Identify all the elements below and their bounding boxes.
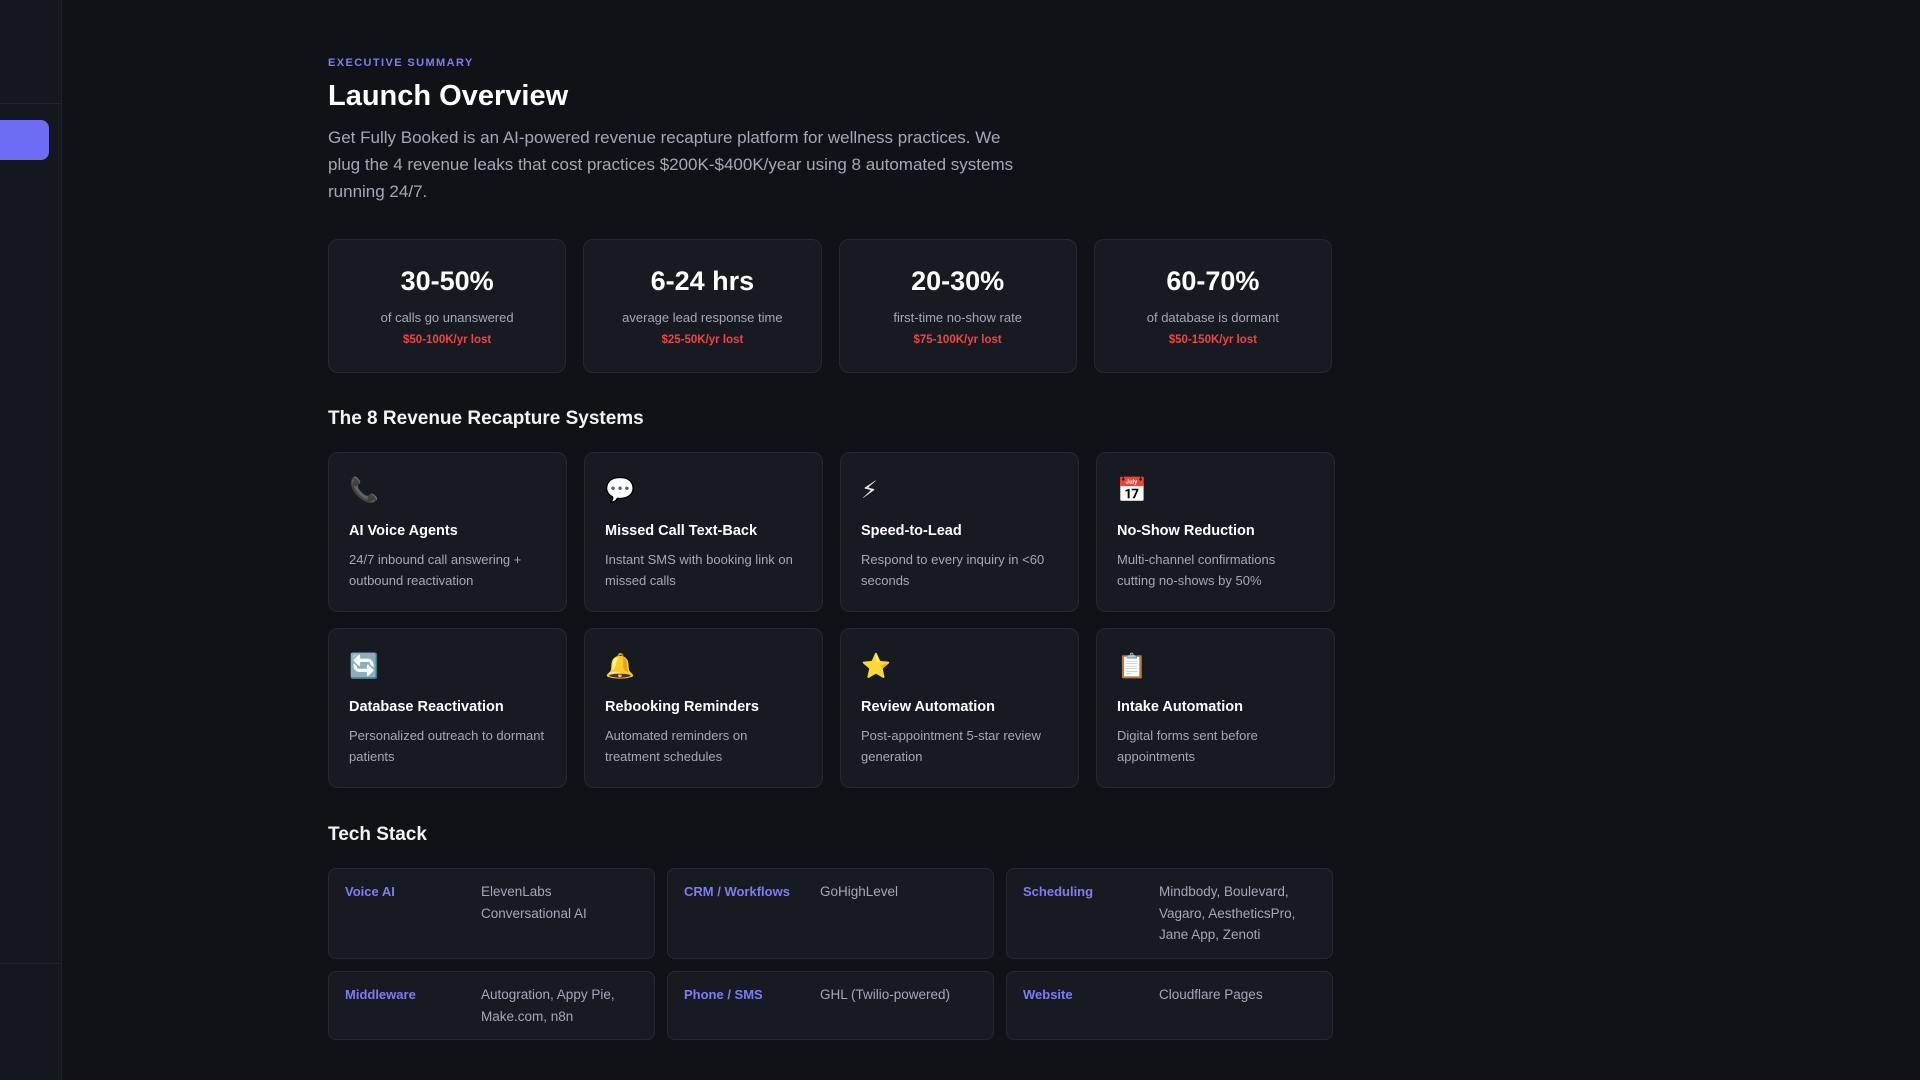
system-card: 📞 AI Voice Agents 24/7 inbound call answ… [328, 452, 567, 612]
tech-card: Website Cloudflare Pages [1006, 971, 1333, 1040]
star-icon: ⭐ [861, 653, 891, 680]
system-description: Instant SMS with booking link on missed … [605, 552, 793, 588]
stat-value: 20-30% [911, 266, 1005, 296]
stat-card: 20-30% first-time no-show rate $75-100K/… [838, 239, 1077, 373]
stat-loss: $50-150K/yr lost [1168, 334, 1257, 346]
stat-label: first-time no-show rate [893, 310, 1022, 325]
tech-value: Mindbody, Boulevard, Vagaro, AestheticsP… [1159, 884, 1296, 942]
tech-card: CRM / Workflows GoHighLevel [667, 868, 994, 959]
refresh-icon: 🔄 [349, 653, 379, 680]
stat-value: 30-50% [400, 266, 494, 296]
page-title: Launch Overview [328, 80, 569, 112]
tech-value: Autogration, Appy Pie, Make.com, n8n [481, 987, 615, 1024]
tech-card: Scheduling Mindbody, Boulevard, Vagaro, … [1006, 868, 1333, 959]
tech-card: Voice AI ElevenLabs Conversational AI [328, 868, 655, 959]
system-description: Digital forms sent before appointments [1117, 728, 1258, 764]
tech-card: Phone / SMS GHL (Twilio-powered) [667, 971, 994, 1040]
stat-card: 30-50% of calls go unanswered $50-100K/y… [328, 239, 567, 373]
stats-row: 30-50% of calls go unanswered $50-100K/y… [328, 239, 1332, 373]
sidebar-divider [0, 963, 61, 964]
tech-stack-grid: Voice AI ElevenLabs Conversational AI CR… [328, 868, 1333, 1040]
system-card: ⚡ Speed-to-Lead Respond to every inquiry… [840, 452, 1079, 612]
bell-icon: 🔔 [605, 653, 635, 680]
sidebar-active-nav-item[interactable] [0, 120, 49, 160]
system-card: 🔔 Rebooking Reminders Automated reminder… [584, 628, 823, 788]
tech-category: Website [1023, 987, 1073, 1002]
speech-bubble-icon: 💬 [605, 477, 635, 504]
systems-grid: 📞 AI Voice Agents 24/7 inbound call answ… [328, 452, 1335, 788]
tech-category: Voice AI [345, 884, 395, 899]
sidebar-divider [0, 103, 61, 104]
system-card: ⭐ Review Automation Post-appointment 5-s… [840, 628, 1079, 788]
system-name: Missed Call Text-Back [605, 523, 758, 539]
stat-card: 6-24 hrs average lead response time $25-… [583, 239, 822, 373]
system-name: No-Show Reduction [1117, 523, 1255, 539]
tech-category: Phone / SMS [684, 987, 763, 1002]
clipboard-icon: 📋 [1117, 653, 1147, 680]
system-card: 💬 Missed Call Text-Back Instant SMS with… [584, 452, 823, 612]
system-card: 📅 No-Show Reduction Multi-channel confir… [1096, 452, 1335, 612]
stat-loss: $75-100K/yr lost [913, 334, 1002, 346]
lightning-icon: ⚡ [861, 477, 878, 504]
system-name: Review Automation [861, 699, 996, 715]
tech-category: Scheduling [1023, 884, 1094, 899]
system-name: Database Reactivation [349, 699, 504, 715]
stat-loss: $25-50K/yr lost [661, 334, 744, 346]
stat-loss: $50-100K/yr lost [403, 334, 492, 346]
tech-category: CRM / Workflows [684, 884, 790, 899]
sidebar [0, 0, 62, 1080]
system-card: 🔄 Database Reactivation Personalized out… [328, 628, 567, 788]
system-description: Personalized outreach to dormant patient… [349, 728, 545, 764]
phone-icon: 📞 [349, 477, 379, 504]
system-card: 📋 Intake Automation Digital forms sent b… [1096, 628, 1335, 788]
system-name: AI Voice Agents [349, 523, 458, 539]
system-description: Automated reminders on treatment schedul… [605, 728, 748, 764]
tech-card: Middleware Autogration, Appy Pie, Make.c… [328, 971, 655, 1040]
system-description: Multi-channel confirmations cutting no-s… [1117, 552, 1276, 588]
tech-value: ElevenLabs Conversational AI [481, 884, 587, 921]
tech-value: GoHighLevel [820, 884, 899, 899]
systems-section-title: The 8 Revenue Recapture Systems [328, 408, 644, 429]
stat-card: 60-70% of database is dormant $50-150K/y… [1093, 239, 1332, 373]
intro-paragraph: Get Fully Booked is an AI-powered revenu… [328, 128, 1014, 201]
system-name: Speed-to-Lead [861, 523, 962, 539]
tech-value: Cloudflare Pages [1159, 987, 1263, 1002]
system-name: Rebooking Reminders [605, 699, 759, 715]
calendar-icon: 📅 [1117, 477, 1147, 504]
stat-label: of database is dormant [1146, 310, 1279, 325]
tech-category: Middleware [345, 987, 416, 1002]
tech-stack-title: Tech Stack [328, 824, 427, 845]
stat-label: of calls go unanswered [380, 310, 514, 325]
stat-label: average lead response time [622, 310, 783, 325]
tech-value: GHL (Twilio-powered) [820, 987, 951, 1002]
system-name: Intake Automation [1117, 699, 1243, 715]
stat-value: 60-70% [1166, 266, 1260, 296]
system-description: Post-appointment 5-star review generatio… [861, 728, 1041, 764]
stat-value: 6-24 hrs [650, 266, 755, 296]
section-eyebrow: EXECUTIVE SUMMARY [328, 57, 474, 69]
system-description: 24/7 inbound call answering + outbound r… [349, 552, 522, 588]
system-description: Respond to every inquiry in <60 seconds [861, 552, 1045, 588]
